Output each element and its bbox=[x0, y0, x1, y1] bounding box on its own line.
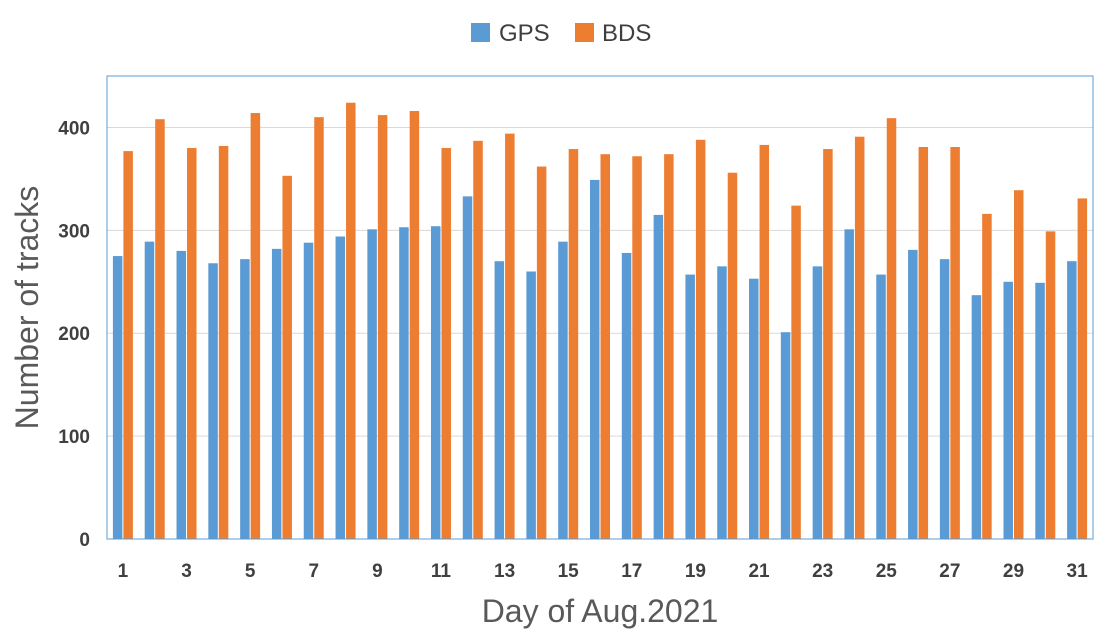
legend-label-bds: BDS bbox=[602, 20, 651, 47]
bar-gps-day-9 bbox=[367, 229, 377, 539]
bar-bds-day-28 bbox=[982, 213, 992, 540]
y-axis-ticks: 0 100 200 300 400 bbox=[58, 118, 90, 551]
bar-bds-day-29 bbox=[1013, 190, 1024, 539]
x-tick-label: 5 bbox=[245, 561, 256, 582]
bar-gps-day-3 bbox=[176, 250, 187, 539]
bar-gps-day-28 bbox=[971, 295, 982, 539]
x-tick-label: 21 bbox=[748, 561, 770, 582]
bar-bds-day-3 bbox=[187, 148, 197, 539]
x-tick-label: 1 bbox=[118, 561, 129, 582]
bar-bds-day-17 bbox=[632, 156, 642, 539]
bar-gps-day-18 bbox=[653, 214, 664, 539]
x-tick-label: 31 bbox=[1067, 561, 1089, 582]
bar-bds-day-25 bbox=[886, 118, 897, 539]
bar-gps-day-20 bbox=[717, 266, 727, 539]
y-tick-label: 0 bbox=[79, 530, 90, 551]
bar-gps-day-31 bbox=[1067, 261, 1077, 539]
bar-gps-day-26 bbox=[908, 249, 918, 540]
bar-bds-day-16 bbox=[600, 154, 610, 539]
legend: GPS BDS bbox=[471, 20, 651, 47]
bar-gps-day-11 bbox=[430, 226, 441, 539]
bar-bds-day-24 bbox=[854, 136, 865, 539]
bar-bds-day-21 bbox=[759, 144, 770, 540]
bar-bds-day-22 bbox=[791, 205, 801, 539]
x-tick-label: 29 bbox=[1003, 561, 1024, 582]
bar-gps-day-6 bbox=[271, 248, 282, 539]
y-tick-label: 400 bbox=[58, 118, 90, 139]
bar-gps-day-19 bbox=[685, 274, 695, 539]
legend-swatch-bds bbox=[575, 23, 594, 42]
bar-bds-day-26 bbox=[918, 146, 929, 539]
y-tick-label: 100 bbox=[58, 427, 90, 448]
bar-gps-day-29 bbox=[1003, 281, 1013, 539]
bar-gps-day-17 bbox=[621, 252, 632, 540]
bar-bds-day-11 bbox=[441, 148, 451, 539]
x-tick-label: 11 bbox=[431, 561, 452, 582]
bar-bds-day-18 bbox=[664, 154, 674, 539]
x-tick-label: 3 bbox=[181, 561, 192, 582]
bar-bds-day-31 bbox=[1077, 198, 1088, 539]
x-tick-label: 17 bbox=[621, 561, 642, 582]
x-tick-label: 19 bbox=[685, 561, 706, 582]
bar-bds-day-6 bbox=[282, 175, 292, 539]
bar-gps-day-12 bbox=[462, 196, 473, 539]
bar-gps-day-14 bbox=[526, 271, 536, 539]
bar-gps-day-22 bbox=[780, 332, 791, 539]
bar-gps-day-2 bbox=[144, 241, 155, 539]
x-tick-label: 13 bbox=[494, 561, 515, 582]
x-tick-label: 27 bbox=[939, 561, 960, 582]
x-tick-label: 15 bbox=[558, 561, 580, 582]
bar-gps-day-7 bbox=[303, 242, 314, 539]
bar-gps-day-25 bbox=[876, 274, 886, 539]
bar-bds-day-13 bbox=[505, 133, 515, 539]
bar-bds-day-15 bbox=[568, 149, 579, 539]
bar-gps-day-13 bbox=[494, 261, 505, 539]
bar-bds-day-30 bbox=[1045, 231, 1056, 539]
bars bbox=[112, 102, 1088, 540]
bar-gps-day-1 bbox=[112, 256, 123, 539]
bar-bds-day-14 bbox=[536, 166, 547, 539]
bar-gps-day-21 bbox=[749, 278, 759, 539]
bar-bds-day-8 bbox=[346, 102, 356, 540]
x-axis-title: Day of Aug.2021 bbox=[482, 593, 719, 629]
bar-bds-day-20 bbox=[727, 172, 738, 539]
plot-area-border bbox=[106, 75, 1094, 540]
bar-gps-day-10 bbox=[399, 227, 409, 539]
y-tick-label: 300 bbox=[58, 221, 90, 242]
legend-label-gps: GPS bbox=[499, 20, 550, 47]
x-tick-label: 9 bbox=[372, 561, 383, 582]
bar-bds-day-5 bbox=[250, 113, 261, 539]
bar-gps-day-4 bbox=[208, 263, 218, 539]
bar-bds-day-2 bbox=[155, 119, 165, 540]
x-tick-label: 7 bbox=[308, 561, 319, 582]
bar-bds-day-19 bbox=[695, 139, 706, 539]
bar-gps-day-15 bbox=[558, 241, 568, 539]
legend-swatch-gps bbox=[471, 23, 490, 42]
bar-bds-day-12 bbox=[473, 140, 483, 539]
bar-gps-day-8 bbox=[335, 236, 346, 540]
bar-bds-day-10 bbox=[409, 110, 420, 539]
bar-bds-day-27 bbox=[950, 146, 960, 539]
bar-bds-day-7 bbox=[314, 117, 324, 540]
bar-gps-day-16 bbox=[590, 179, 600, 539]
bar-bds-day-1 bbox=[123, 151, 133, 539]
bar-gps-day-27 bbox=[939, 259, 950, 539]
bar-gps-day-24 bbox=[844, 229, 854, 539]
x-tick-label: 23 bbox=[812, 561, 833, 582]
gridlines bbox=[107, 126, 1093, 437]
x-tick-label: 25 bbox=[876, 561, 898, 582]
x-axis-ticks: 1 3 5 7 9 11 13 15 17 19 21 23 25 27 29 31 bbox=[118, 561, 1088, 582]
bar-bds-day-23 bbox=[823, 149, 833, 539]
bar-gps-day-30 bbox=[1035, 282, 1045, 539]
y-axis-title: Number of tracks bbox=[9, 186, 45, 430]
y-tick-label: 200 bbox=[58, 324, 90, 345]
bar-gps-day-5 bbox=[240, 259, 250, 539]
bar-gps-day-23 bbox=[812, 266, 823, 539]
bar-bds-day-9 bbox=[377, 115, 388, 539]
bar-bds-day-4 bbox=[218, 145, 229, 539]
